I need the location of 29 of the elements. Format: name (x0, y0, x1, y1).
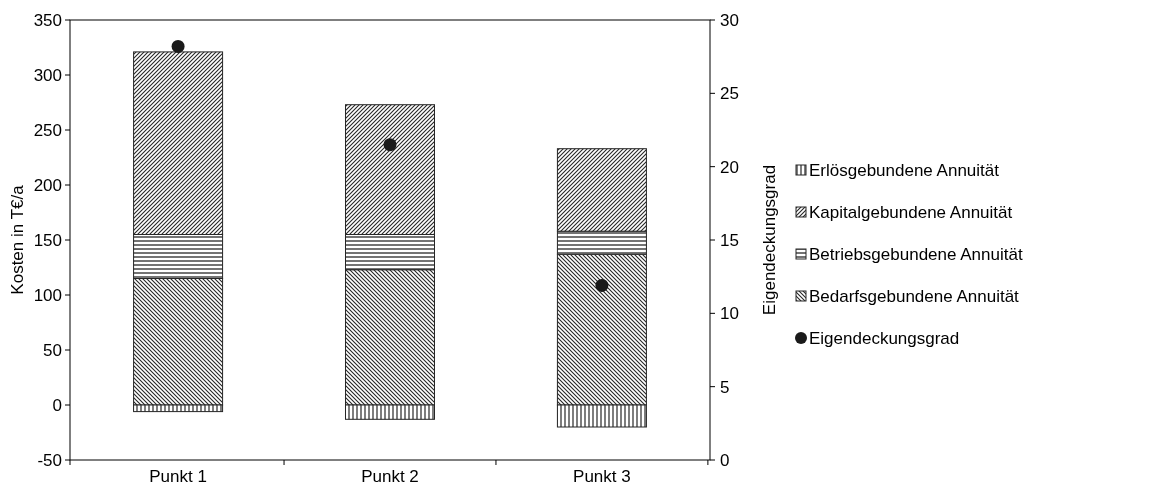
legend-label: Erlösgebundene Annuität (809, 160, 1000, 180)
y2-tick-label: 20 (720, 157, 739, 177)
y2-axis-title: Eigendeckungsgrad (760, 164, 779, 316)
point (595, 278, 609, 292)
y2-tick-label: 30 (720, 10, 739, 30)
y-tick-label: 250 (33, 120, 62, 140)
x-tick-label: Punkt 2 (361, 467, 419, 486)
legend-label: Betriebsgebundene Annuität (809, 244, 1023, 264)
legend-label: Kapitalgebundene Annuität (809, 202, 1013, 222)
y2-tick-label: 25 (720, 84, 739, 104)
x-tick-label: Punkt 1 (149, 467, 207, 486)
y2-tick-label: 15 (720, 230, 739, 250)
point (171, 39, 185, 53)
y-tick-label: 100 (33, 285, 62, 305)
y-tick-label: -50 (37, 450, 62, 470)
y2-tick-label: 5 (720, 377, 730, 397)
legend-label: Eigendeckungsgrad (809, 328, 960, 348)
point (383, 138, 397, 152)
y-tick-label: 300 (33, 65, 62, 85)
y-tick-label: 50 (43, 340, 62, 360)
y-tick-label: 200 (33, 175, 62, 195)
legend-label: Bedarfsgebundene Annuität (809, 286, 1020, 306)
y-tick-label: 0 (52, 395, 62, 415)
y2-tick-label: 10 (720, 304, 739, 324)
y-axis-title: Kosten in T€/a (8, 184, 27, 295)
y-tick-label: 350 (33, 10, 62, 30)
y2-tick-label: 0 (720, 450, 730, 470)
x-tick-label: Punkt 3 (573, 467, 631, 486)
y-tick-label: 150 (33, 230, 62, 250)
